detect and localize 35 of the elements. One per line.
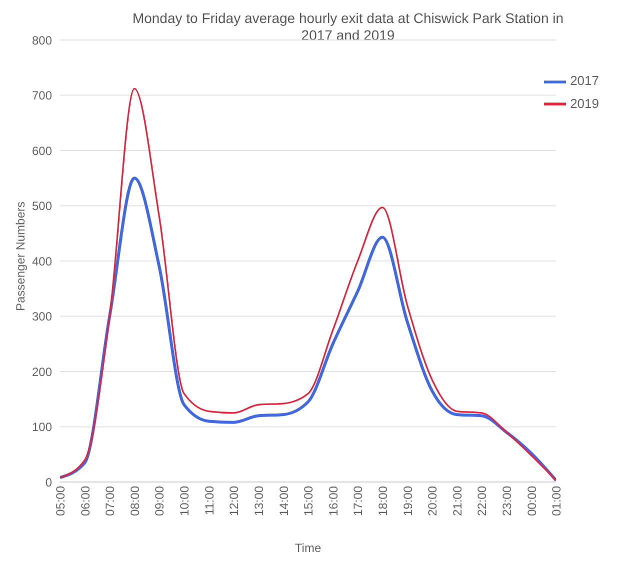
x-tick-label: 09:00 [152, 486, 167, 516]
x-tick-label: 01:00 [550, 486, 564, 516]
x-tick-label: 17:00 [351, 486, 366, 516]
x-tick-label: 22:00 [475, 486, 490, 516]
x-tick-label: 19:00 [400, 486, 415, 516]
x-tick-label: 16:00 [326, 486, 340, 516]
x-tick-label: 10:00 [178, 486, 192, 516]
y-tick-label: 100 [32, 420, 52, 434]
x-tick-label: 15:00 [302, 486, 316, 516]
legend-label: 2017 [570, 73, 599, 88]
y-axis-title: Passenger Numbers [13, 202, 28, 311]
x-tick-label: 13:00 [252, 486, 266, 516]
x-tick-label: 06:00 [78, 486, 92, 516]
x-tick-label: 05:00 [54, 486, 68, 516]
line-series [60, 88, 556, 482]
y-tick-label: 800 [32, 33, 52, 48]
x-axis-title: Time [294, 541, 322, 555]
y-tick-label: 600 [32, 144, 52, 158]
x-tick-label: 12:00 [227, 486, 242, 516]
x-tick-label: 08:00 [128, 486, 142, 516]
y-tick-label: 300 [32, 310, 52, 324]
y-tick-label: 700 [32, 88, 52, 103]
x-tick-label: 23:00 [500, 486, 514, 516]
x-tick-label: 20:00 [426, 486, 440, 516]
y-tick-label: 0 [45, 475, 52, 490]
y-tick-label: 500 [32, 199, 52, 214]
x-tick-label: 00:00 [524, 486, 539, 516]
x-tick-label: 07:00 [103, 486, 118, 516]
y-tick-label: 400 [32, 254, 52, 268]
x-tick-label: 14:00 [276, 486, 291, 516]
x-tick-label: 11:00 [202, 486, 216, 516]
x-tick-label: 21:00 [450, 486, 464, 516]
y-tick-label: 200 [32, 364, 52, 379]
x-tick-label: 18:00 [376, 486, 390, 516]
legend-label: 2019 [570, 96, 599, 111]
